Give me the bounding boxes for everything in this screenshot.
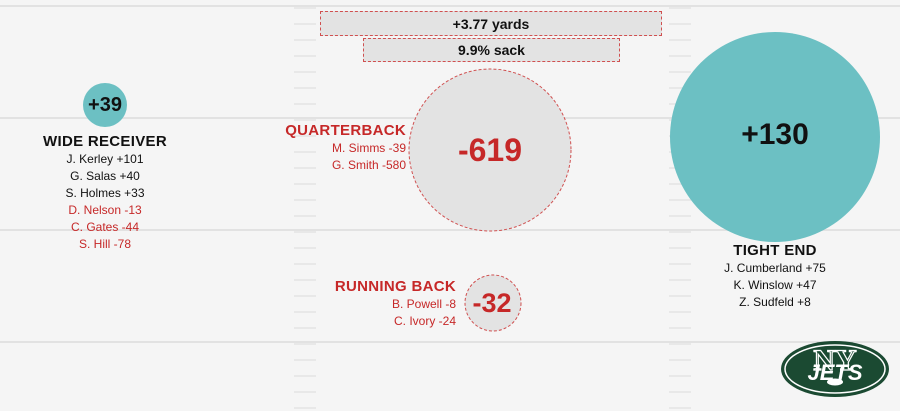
running-back-bubble: [464, 274, 522, 332]
yards-summary-label: +3.77 yards: [452, 15, 530, 32]
quarterback-bubble: [408, 68, 572, 232]
quarterback-value: -619: [457, 132, 523, 168]
tight-end-value: +130: [741, 118, 809, 151]
player-line: G. Salas +40: [70, 169, 140, 183]
player-line: S. Hill -78: [78, 237, 131, 251]
running-back-block: RUNNING BACK B. Powell -8 C. Ivory -24: [290, 278, 456, 330]
sack-summary-label: 9.9% sack: [458, 42, 525, 58]
player-line: M. Simms -39: [331, 141, 406, 155]
logo-football: [827, 378, 843, 386]
player-line: J. Kerley +101: [66, 152, 144, 166]
logo-inner-ring: [784, 344, 886, 394]
wide-receiver-bubble: [83, 83, 127, 127]
logo-monogram: NY: [813, 344, 857, 377]
yards-summary-box: +3.77 yards: [320, 11, 662, 36]
player-line: C. Ivory -24: [393, 314, 456, 328]
wide-receiver-block: WIDE RECEIVER J. Kerley +101 G. Salas +4…: [10, 133, 200, 253]
player-line: B. Powell -8: [391, 297, 456, 311]
logo-oval: [781, 341, 889, 397]
player-line: Z. Sudfeld +8: [739, 295, 811, 309]
jets-logo: NY JETS: [781, 341, 889, 397]
quarterback-title: QUARTERBACK: [285, 122, 406, 139]
player-line: G. Smith -580: [331, 158, 406, 172]
quarterback-block: QUARTERBACK M. Simms -39 G. Smith -580: [240, 122, 406, 174]
tight-end-bubble: [670, 32, 880, 242]
player-line: C. Gates -44: [70, 220, 140, 234]
player-line: J. Cumberland +75: [724, 261, 826, 275]
position-bubbles: [83, 32, 880, 332]
running-back-title: RUNNING BACK: [334, 278, 456, 295]
running-back-value: -32: [472, 288, 512, 318]
player-line: K. Winslow +47: [733, 278, 817, 292]
tight-end-block: TIGHT END J. Cumberland +75 K. Winslow +…: [670, 242, 880, 311]
wide-receiver-value: +39: [88, 94, 122, 116]
player-line: S. Holmes +33: [65, 186, 145, 200]
tight-end-title: TIGHT END: [733, 242, 817, 259]
player-line: D. Nelson -13: [68, 203, 142, 217]
wide-receiver-title: WIDE RECEIVER: [43, 133, 167, 150]
sack-summary-box: 9.9% sack: [363, 38, 620, 62]
